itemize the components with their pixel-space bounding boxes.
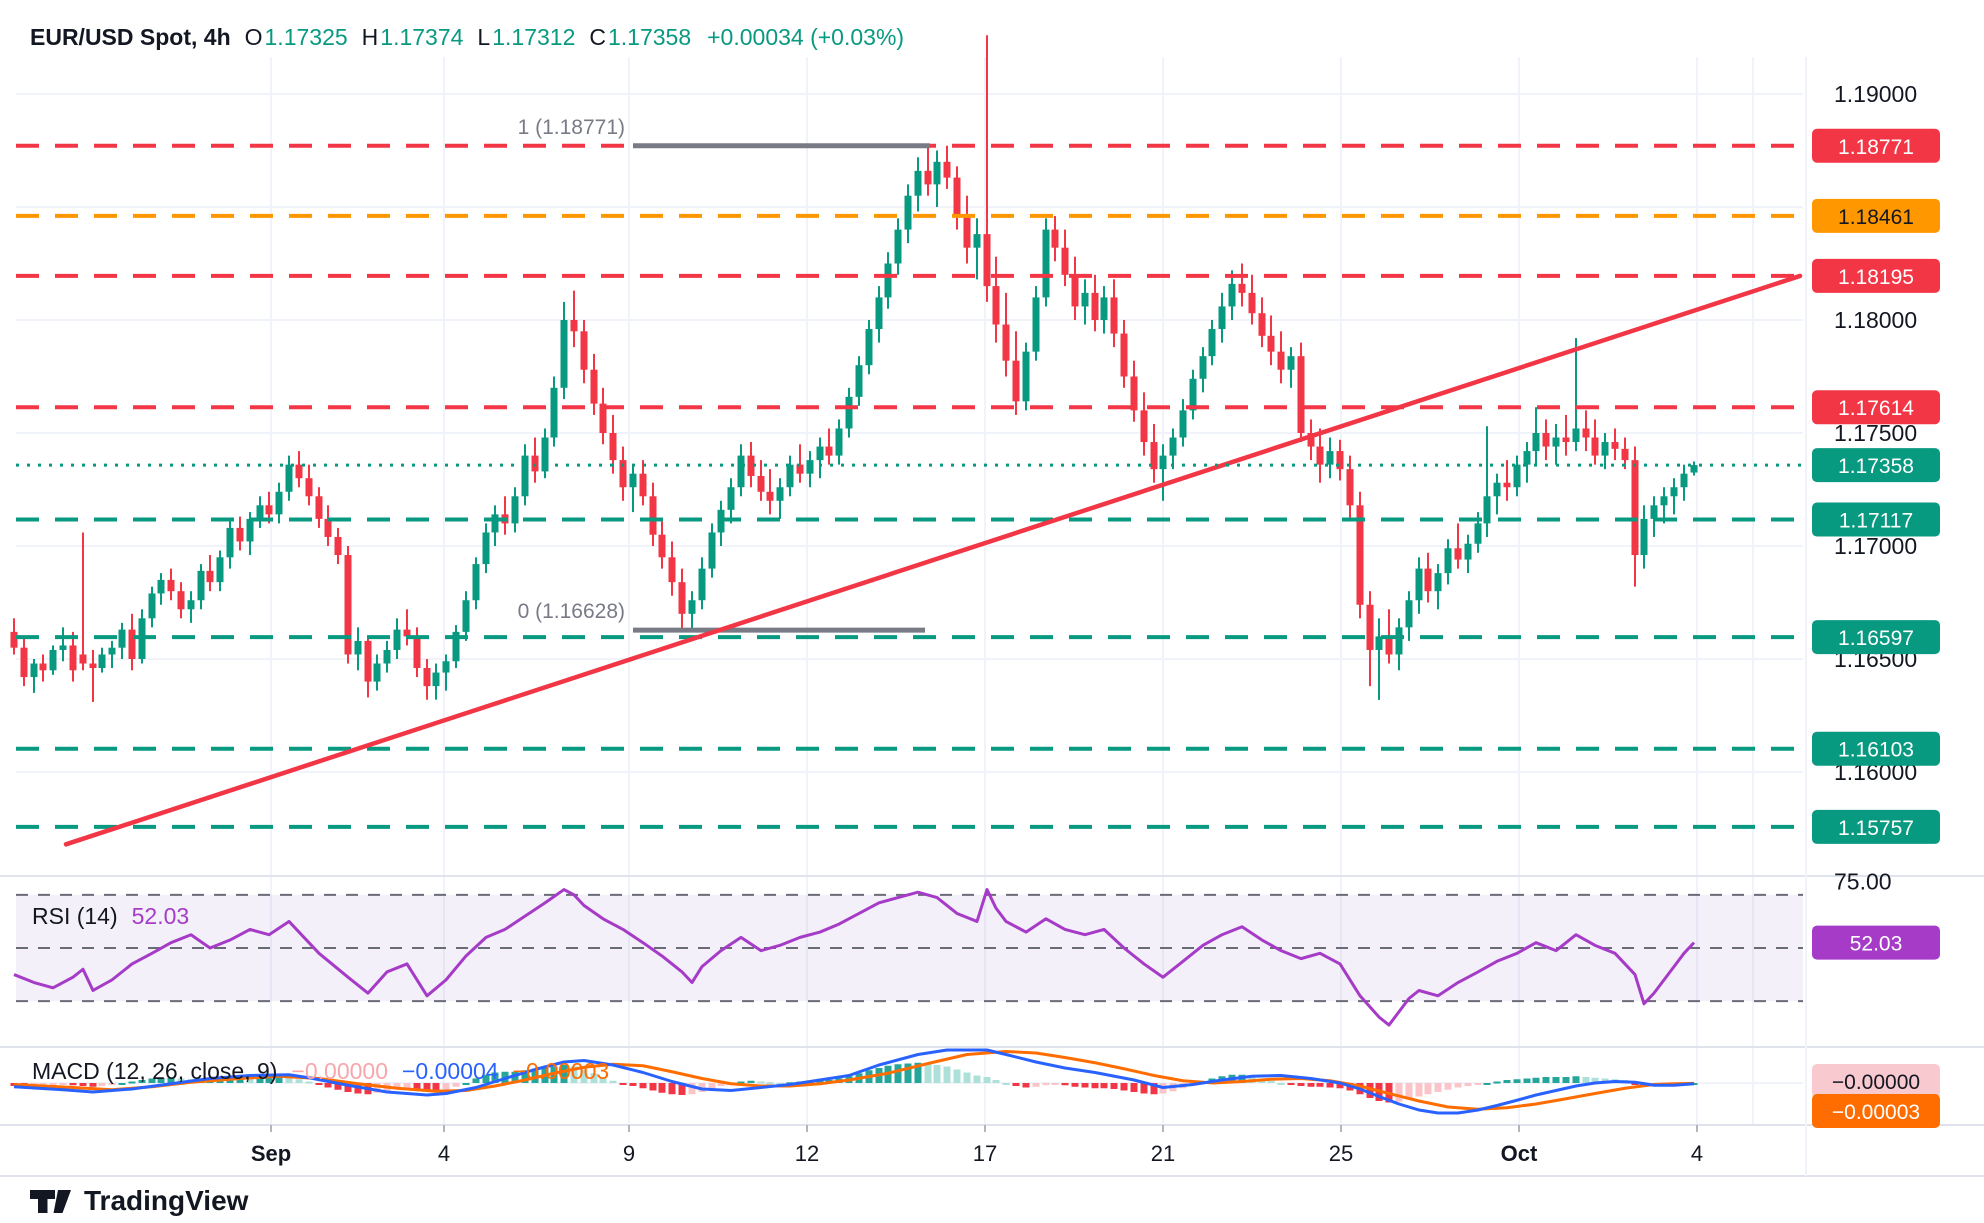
price-badge-1.18461: 1.18461 bbox=[1812, 198, 1940, 233]
svg-text:12: 12 bbox=[795, 1141, 819, 1166]
macd-hist-badge: −0.00000 bbox=[1812, 1064, 1940, 1098]
svg-text:1.16103: 1.16103 bbox=[1838, 739, 1914, 762]
price-badge-1.16103: 1.16103 bbox=[1812, 731, 1940, 766]
svg-text:Oct: Oct bbox=[1501, 1141, 1538, 1166]
price-axis[interactable]: 1.190001.185001.180001.175001.170001.165… bbox=[1834, 81, 1917, 895]
macd-signal-value: −0.00003 bbox=[512, 1058, 610, 1084]
svg-text:0 (1.16628): 0 (1.16628) bbox=[518, 600, 625, 623]
macd-line-value: −0.00004 bbox=[402, 1058, 499, 1084]
macd-pane bbox=[10, 1048, 1698, 1115]
low-value: L 1.17312 bbox=[477, 24, 576, 50]
high-value: H 1.17374 bbox=[361, 24, 464, 50]
svg-text:52.03: 52.03 bbox=[1850, 933, 1903, 956]
price-badge-1.16597: 1.16597 bbox=[1812, 620, 1940, 655]
macd-header: MACD (12, 26, close, 9) −0.00000 −0.0000… bbox=[32, 1058, 609, 1085]
tradingview-logo-text: TradingView bbox=[84, 1185, 249, 1216]
macd-line bbox=[13, 1048, 1695, 1115]
rsi-label: RSI (14) bbox=[32, 903, 118, 929]
price-badge-1.17614: 1.17614 bbox=[1812, 390, 1940, 425]
macd-signal-line bbox=[13, 1050, 1695, 1111]
svg-text:1.17358: 1.17358 bbox=[1838, 455, 1914, 478]
rsi-pane bbox=[13, 888, 1803, 1027]
svg-text:1.18771: 1.18771 bbox=[1838, 136, 1914, 159]
svg-text:4: 4 bbox=[1691, 1141, 1703, 1166]
change-value: +0.00034 (+0.03%) bbox=[707, 24, 905, 50]
open-value: O 1.17325 bbox=[244, 24, 348, 50]
svg-text:1.17117: 1.17117 bbox=[1839, 510, 1913, 533]
symbol-title: EUR/USD Spot, 4h bbox=[30, 24, 231, 50]
svg-text:1.17000: 1.17000 bbox=[1834, 533, 1917, 559]
svg-text:−0.00003: −0.00003 bbox=[1832, 1101, 1920, 1124]
svg-text:1.18000: 1.18000 bbox=[1834, 307, 1917, 333]
pane-separators bbox=[0, 57, 1984, 1177]
trendline[interactable] bbox=[63, 273, 1803, 847]
svg-text:25: 25 bbox=[1329, 1141, 1353, 1166]
tradingview-logo[interactable]: TradingView bbox=[28, 1185, 248, 1217]
svg-text:−0.00000: −0.00000 bbox=[1832, 1071, 1920, 1094]
rsi-header: RSI (14) 52.03 bbox=[32, 903, 189, 930]
tradingview-icon bbox=[30, 1190, 71, 1213]
price-badge-1.18771: 1.18771 bbox=[1812, 128, 1940, 163]
fib-retracement[interactable]: 1 (1.18771) 0 (1.16628) bbox=[518, 116, 930, 633]
svg-text:21: 21 bbox=[1151, 1141, 1175, 1166]
svg-text:Sep: Sep bbox=[251, 1141, 291, 1166]
price-level-lines[interactable] bbox=[16, 143, 1803, 829]
svg-text:1.17500: 1.17500 bbox=[1834, 420, 1917, 446]
svg-text:1.19000: 1.19000 bbox=[1834, 81, 1917, 107]
macd-signal-badge: −0.00003 bbox=[1812, 1094, 1940, 1128]
macd-hist-value: −0.00000 bbox=[291, 1058, 388, 1084]
svg-text:1.16597: 1.16597 bbox=[1838, 627, 1914, 650]
svg-text:1.17614: 1.17614 bbox=[1838, 397, 1914, 420]
candles-layer bbox=[10, 35, 1698, 702]
svg-text:1.18195: 1.18195 bbox=[1838, 266, 1914, 289]
price-badge-1.18195: 1.18195 bbox=[1812, 258, 1940, 293]
svg-text:9: 9 bbox=[623, 1141, 635, 1166]
svg-text:1.18461: 1.18461 bbox=[1838, 206, 1914, 229]
svg-text:17: 17 bbox=[973, 1141, 997, 1166]
price-badge-1.15757: 1.15757 bbox=[1812, 809, 1940, 844]
rsi-badge: 52.03 bbox=[1812, 925, 1940, 960]
svg-text:1.15757: 1.15757 bbox=[1838, 817, 1914, 840]
time-axis[interactable]: Sep 4 9 12 17 21 25 Oct 4 bbox=[251, 1125, 1703, 1166]
rsi-value: 52.03 bbox=[131, 903, 190, 929]
rsi-line bbox=[13, 888, 1696, 1027]
ohlc-header: EUR/USD Spot, 4h O 1.17325 H 1.17374 L 1.17… bbox=[30, 24, 904, 51]
macd-label: MACD (12, 26, close, 9) bbox=[32, 1058, 278, 1084]
svg-text:75.00: 75.00 bbox=[1834, 869, 1892, 895]
svg-text:1 (1.18771): 1 (1.18771) bbox=[518, 116, 625, 139]
svg-text:4: 4 bbox=[438, 1141, 450, 1166]
current-price-badge: 1.17358 bbox=[1812, 448, 1940, 483]
close-value: C 1.17358 bbox=[589, 24, 692, 50]
price-badge-1.17117: 1.17117 bbox=[1812, 502, 1940, 537]
